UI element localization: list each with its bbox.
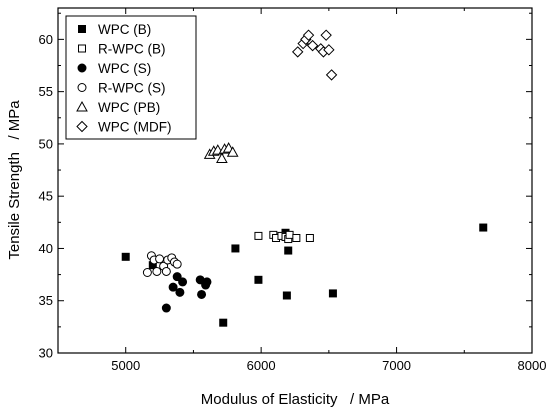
series-diamond-open [292, 29, 338, 81]
legend: WPC (B) R-WPC (B) WPC (S) R-WPC (S) WPC (PB)… [65, 15, 197, 140]
y-tick-label: 50 [39, 136, 53, 151]
data-point [197, 289, 207, 299]
data-point [305, 234, 314, 242]
series-circle-open [142, 251, 182, 277]
data-point [216, 152, 228, 164]
legend-marker [78, 25, 86, 33]
data-point [325, 69, 338, 81]
tick-labels: 5000 6000 7000 8000 30 35 40 45 50 55 60 [39, 32, 547, 373]
y-tick-label: 35 [39, 293, 53, 308]
data-point [142, 268, 152, 277]
x-tick-label: 5000 [111, 358, 140, 373]
data-point [172, 272, 182, 282]
legend-label: WPC (MDF) [98, 120, 171, 135]
data-point [292, 234, 301, 242]
legend-label: WPC (S) [98, 61, 151, 76]
data-point [152, 266, 162, 276]
x-tick-label: 6000 [247, 358, 276, 373]
data-point [231, 244, 240, 253]
plot-area-frame [57, 7, 533, 354]
y-tick-label: 55 [39, 84, 53, 99]
data-points [121, 29, 488, 327]
data-point [328, 289, 337, 298]
y-tick-label: 30 [39, 346, 53, 361]
y-tick-label: 60 [39, 32, 53, 47]
legend-label: R-WPC (S) [98, 81, 166, 96]
data-point [479, 223, 488, 232]
data-point [282, 291, 291, 300]
data-point [202, 277, 212, 287]
data-point [121, 252, 130, 261]
data-point [175, 287, 185, 297]
data-point [285, 230, 294, 239]
series-square-filled [121, 223, 488, 327]
legend-box [65, 15, 197, 140]
x-axis-title: Modulus of Elasticity / MPa [201, 391, 390, 408]
data-point [155, 254, 165, 264]
y-tick-label: 40 [39, 241, 53, 256]
data-point [226, 146, 239, 157]
data-point [302, 29, 315, 41]
data-point [219, 318, 228, 327]
legend-marker [78, 44, 86, 53]
data-point [292, 46, 304, 58]
x-tick-label: 7000 [382, 358, 411, 373]
series-circle-filled [161, 272, 212, 313]
legend-marker [76, 100, 88, 112]
legend-marker [77, 83, 87, 92]
series-square-open [254, 230, 314, 244]
data-point [284, 246, 293, 255]
data-point [320, 29, 332, 41]
legend-marker [76, 120, 88, 133]
x-tick-label: 8000 [518, 358, 547, 373]
legend-label: R-WPC (B) [98, 42, 166, 57]
data-point [178, 277, 188, 287]
data-point [161, 266, 171, 276]
data-point [254, 231, 263, 240]
series-triangle-open [203, 142, 239, 164]
legend-marker [77, 63, 87, 73]
y-tick-label: 45 [39, 189, 53, 204]
legend-label: WPC (PB) [98, 100, 160, 115]
data-point [168, 282, 178, 292]
axis-ticks [57, 8, 533, 354]
data-point [254, 275, 263, 284]
data-point [161, 303, 171, 313]
legend-label: WPC (B) [98, 22, 151, 37]
data-point [306, 39, 319, 52]
y-axis-title: Tensile Strength / MPa [6, 100, 23, 260]
data-point [172, 259, 182, 269]
data-point [323, 44, 335, 56]
